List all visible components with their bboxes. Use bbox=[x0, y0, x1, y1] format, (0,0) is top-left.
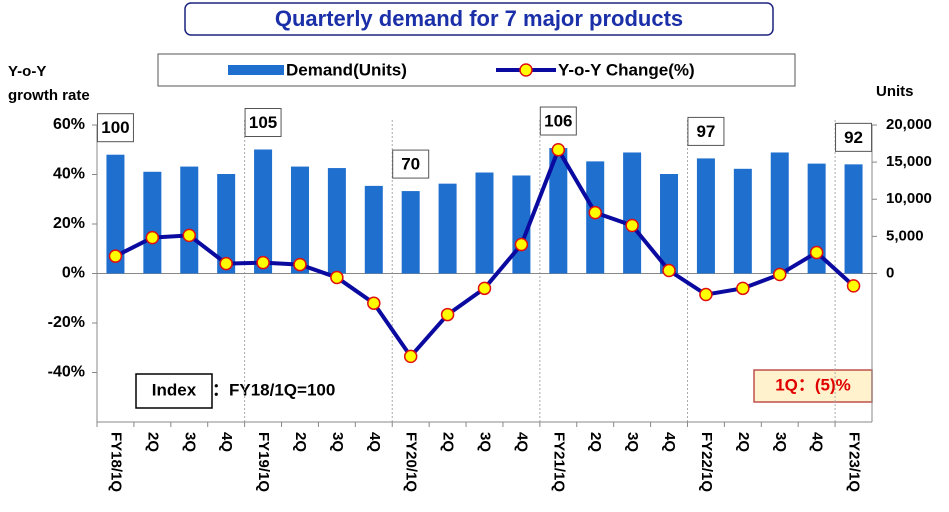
bar bbox=[364, 185, 383, 274]
legend-label: Demand(Units) bbox=[286, 60, 407, 79]
x-tick-label: 4Q bbox=[366, 432, 383, 452]
y2-axis-label: Units bbox=[876, 83, 914, 100]
legend-swatch bbox=[228, 65, 284, 75]
marker bbox=[514, 237, 529, 252]
bar bbox=[549, 148, 568, 274]
x-tick-label: FY18/1Q bbox=[107, 432, 124, 492]
marker bbox=[256, 255, 270, 270]
marker bbox=[477, 281, 492, 296]
index-box bbox=[244, 108, 282, 138]
x-tick-label: FY21/1Q bbox=[550, 432, 567, 492]
bar bbox=[438, 183, 457, 274]
x-tick-label: 2Q bbox=[440, 432, 457, 452]
x-tick-label: 3Q bbox=[624, 432, 641, 452]
y2-tick-label: 20,000 bbox=[886, 116, 932, 133]
annotation-box bbox=[753, 369, 873, 403]
y-axis-label: growth rate bbox=[8, 87, 90, 104]
x-tick-label: 4Q bbox=[661, 432, 678, 452]
marker bbox=[846, 279, 861, 293]
index-label: 70 bbox=[401, 155, 420, 174]
marker bbox=[108, 249, 123, 263]
x-tick-label: FY22/1Q bbox=[698, 432, 715, 492]
index-label: 97 bbox=[696, 122, 715, 141]
index-box bbox=[687, 116, 725, 146]
bar bbox=[475, 172, 494, 274]
y-axis-label: Y-o-Y bbox=[8, 63, 46, 80]
marker bbox=[440, 307, 455, 322]
marker bbox=[809, 245, 824, 260]
x-tick-label: 4Q bbox=[513, 432, 530, 452]
marker bbox=[367, 296, 381, 310]
y-tick-label: -40% bbox=[48, 364, 85, 381]
x-tick-label: FY20/1Q bbox=[403, 432, 420, 492]
marker bbox=[330, 270, 344, 285]
x-tick-label: 2Q bbox=[292, 432, 309, 452]
x-tick-label: 3Q bbox=[772, 432, 789, 452]
bar bbox=[327, 168, 346, 274]
x-tick-label: FY23/1Q bbox=[846, 432, 863, 492]
y-tick-label: -20% bbox=[48, 314, 85, 331]
annotation: Index bbox=[152, 380, 197, 399]
y-tick-label: 20% bbox=[53, 215, 85, 232]
y-tick-label: 60% bbox=[53, 116, 85, 133]
x-tick-label: 2Q bbox=[735, 432, 752, 452]
bar bbox=[807, 163, 826, 274]
index-box bbox=[835, 122, 873, 152]
x-tick-label: 3Q bbox=[329, 432, 346, 452]
bar bbox=[733, 168, 752, 274]
y2-tick-label: 15,000 bbox=[886, 153, 932, 170]
index-label: 105 bbox=[249, 113, 277, 132]
marker bbox=[182, 228, 197, 243]
index-box bbox=[392, 149, 430, 179]
marker bbox=[219, 256, 233, 271]
y2-tick-label: 5,000 bbox=[886, 227, 924, 244]
legend-marker bbox=[519, 63, 533, 77]
marker bbox=[293, 257, 307, 272]
bar bbox=[143, 171, 162, 274]
y2-tick-label: 10,000 bbox=[886, 190, 932, 207]
y-tick-label: 40% bbox=[53, 166, 85, 183]
bar bbox=[660, 174, 679, 274]
bar bbox=[290, 166, 309, 274]
x-tick-label: 4Q bbox=[809, 432, 826, 452]
marker bbox=[699, 287, 713, 302]
marker bbox=[662, 263, 676, 278]
marker bbox=[736, 281, 750, 296]
index-label: 92 bbox=[844, 128, 863, 147]
index-label: 106 bbox=[544, 112, 572, 131]
bar bbox=[180, 166, 199, 274]
y-tick-label: 0% bbox=[62, 265, 85, 282]
marker bbox=[588, 205, 602, 220]
index-label: 100 bbox=[101, 118, 129, 137]
bar bbox=[844, 164, 863, 274]
index-box bbox=[539, 106, 577, 136]
x-tick-label: 3Q bbox=[181, 432, 198, 452]
bar bbox=[254, 149, 273, 274]
marker bbox=[145, 230, 160, 245]
title-box bbox=[184, 2, 774, 36]
marker bbox=[772, 267, 787, 282]
marker bbox=[625, 218, 639, 233]
index-box bbox=[96, 113, 134, 143]
legend-label: Y-o-Y Change(%) bbox=[558, 60, 695, 79]
marker bbox=[403, 349, 418, 364]
bar bbox=[696, 158, 715, 274]
x-tick-label: 4Q bbox=[218, 432, 235, 452]
bar bbox=[623, 152, 642, 274]
x-tick-label: FY19/1Q bbox=[255, 432, 272, 492]
bar bbox=[106, 154, 125, 274]
bar bbox=[401, 191, 420, 274]
marker bbox=[551, 143, 566, 157]
x-tick-label: 2Q bbox=[587, 432, 604, 452]
y2-tick-label: 0 bbox=[886, 264, 894, 281]
annotation: 1Q：(5)% bbox=[775, 375, 851, 394]
bar bbox=[217, 174, 236, 274]
x-tick-label: 3Q bbox=[477, 432, 494, 452]
bar bbox=[770, 152, 789, 274]
x-tick-label: 2Q bbox=[144, 432, 161, 452]
chart-title: Quarterly demand for 7 major products bbox=[275, 6, 683, 31]
annotation: ：FY18/1Q=100 bbox=[212, 380, 335, 399]
annotation-box bbox=[135, 373, 213, 409]
